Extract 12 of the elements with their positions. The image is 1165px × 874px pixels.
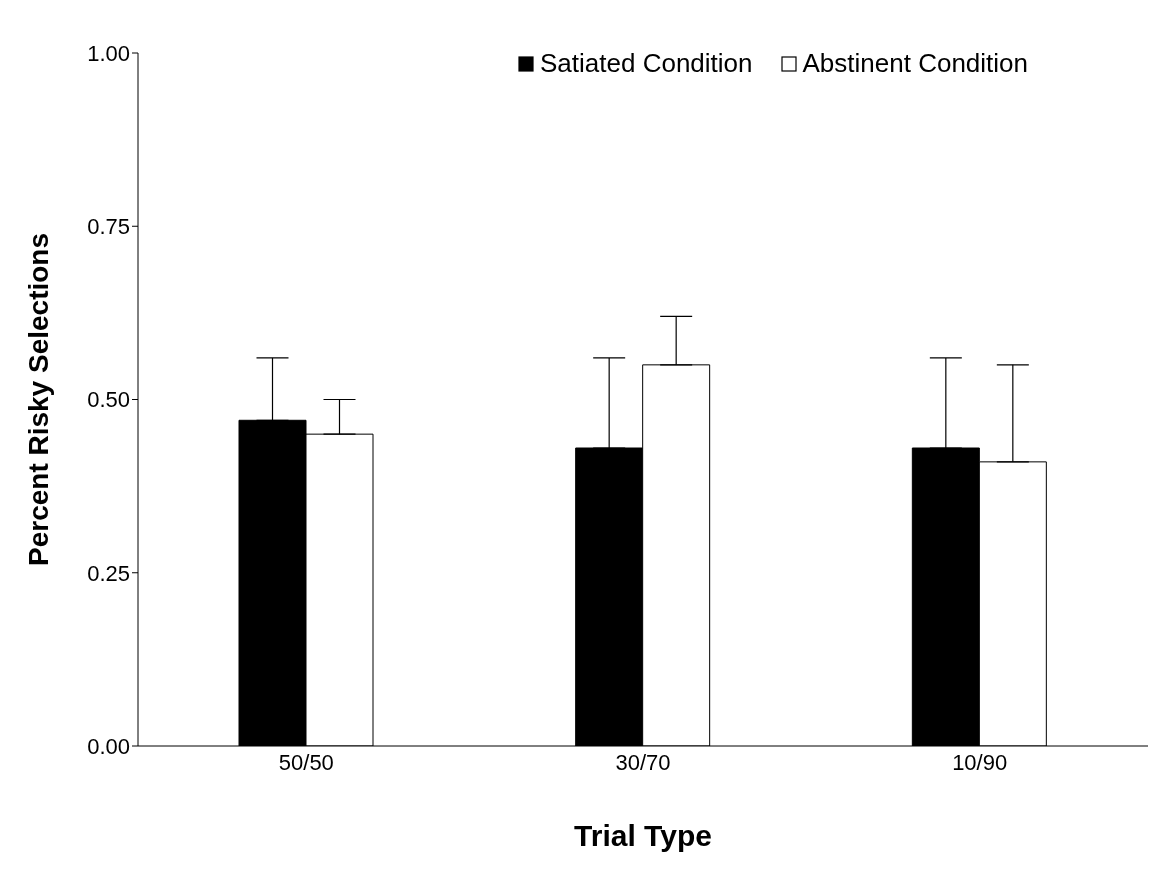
legend-label: Satiated Condition bbox=[539, 48, 753, 79]
x-tick-label: 30/70 bbox=[615, 749, 671, 775]
y-axis-title: Percent Risky Selections bbox=[22, 232, 54, 567]
x-axis-title: Trial Type bbox=[574, 819, 712, 852]
x-tick-label: 50/50 bbox=[278, 749, 334, 775]
legend-label: Abstinent Condition bbox=[801, 48, 1028, 79]
y-tick-label: 0.25 bbox=[87, 560, 130, 586]
y-tick-label: 0.50 bbox=[87, 387, 130, 413]
y-tick-label: 1.00 bbox=[87, 40, 130, 66]
y-tick-label: 0.75 bbox=[87, 214, 130, 240]
x-tick-label: 10/90 bbox=[952, 749, 1008, 775]
y-tick-label: 0.00 bbox=[87, 733, 130, 759]
